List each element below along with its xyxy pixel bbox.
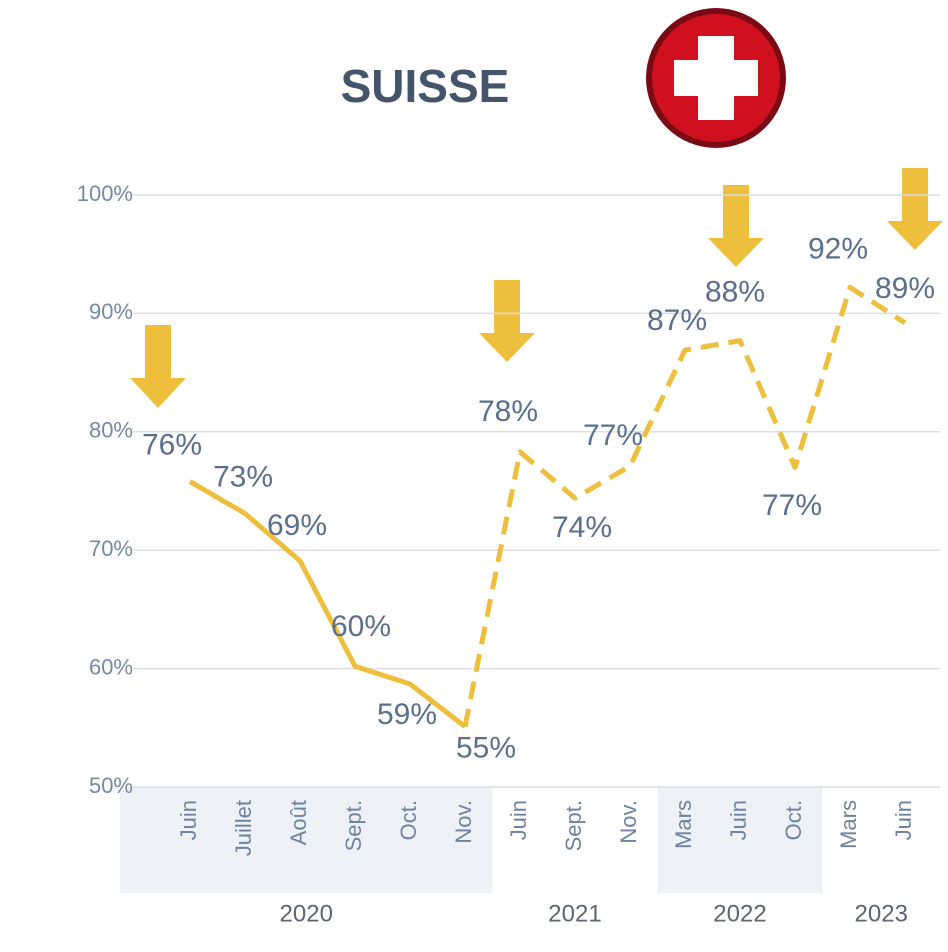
year-label: 2022 <box>713 900 766 927</box>
data-label: 73% <box>213 460 273 493</box>
swiss-flag <box>646 8 786 148</box>
year-label: 2021 <box>548 900 601 927</box>
data-label: 87% <box>647 304 707 337</box>
data-label: 88% <box>705 276 765 309</box>
x-tick-label: Nov. <box>451 800 476 844</box>
y-tick-label: 70% <box>89 536 133 561</box>
x-tick-label: Sept. <box>561 800 586 851</box>
year-label: 2020 <box>280 900 333 927</box>
data-label: 69% <box>267 509 327 542</box>
data-label: 60% <box>331 610 391 643</box>
x-tick-label: Juin <box>506 800 531 840</box>
x-tick-label: Nov. <box>616 800 641 844</box>
data-label: 77% <box>762 489 822 522</box>
x-tick-label: Oct. <box>781 800 806 840</box>
data-label: 77% <box>583 419 643 452</box>
x-tick-label: Août <box>286 800 311 845</box>
band-layer <box>120 787 823 893</box>
x-tick-label: Juin <box>891 800 916 840</box>
y-tick-label: 80% <box>89 418 133 443</box>
x-tick-label: Juillet <box>231 800 256 856</box>
data-label: 59% <box>377 698 437 731</box>
y-tick-label: 100% <box>77 181 133 206</box>
data-label: 55% <box>456 732 516 765</box>
data-label: 76% <box>142 428 202 461</box>
y-tick-label: 90% <box>89 299 133 324</box>
arrows <box>130 168 943 408</box>
data-label: 89% <box>875 272 935 305</box>
y-tick-label: 60% <box>89 654 133 679</box>
data-label: 74% <box>552 511 612 544</box>
x-tick-label: Oct. <box>396 800 421 840</box>
y-tick-label: 50% <box>89 773 133 798</box>
data-label: 92% <box>808 232 868 265</box>
line <box>462 284 907 728</box>
year-band <box>657 787 823 893</box>
x-tick-label: Mars <box>671 800 696 849</box>
x-tick-label: Juin <box>726 800 751 840</box>
year-band <box>120 787 493 893</box>
year-label: 2023 <box>855 900 908 927</box>
chart-title: SUISSE <box>341 60 510 112</box>
x-tick-label: Sept. <box>341 800 366 851</box>
line <box>188 479 467 729</box>
data-label: 78% <box>478 395 538 428</box>
x-tick-label: Juin <box>176 800 201 840</box>
x-tick-label: Mars <box>836 800 861 849</box>
